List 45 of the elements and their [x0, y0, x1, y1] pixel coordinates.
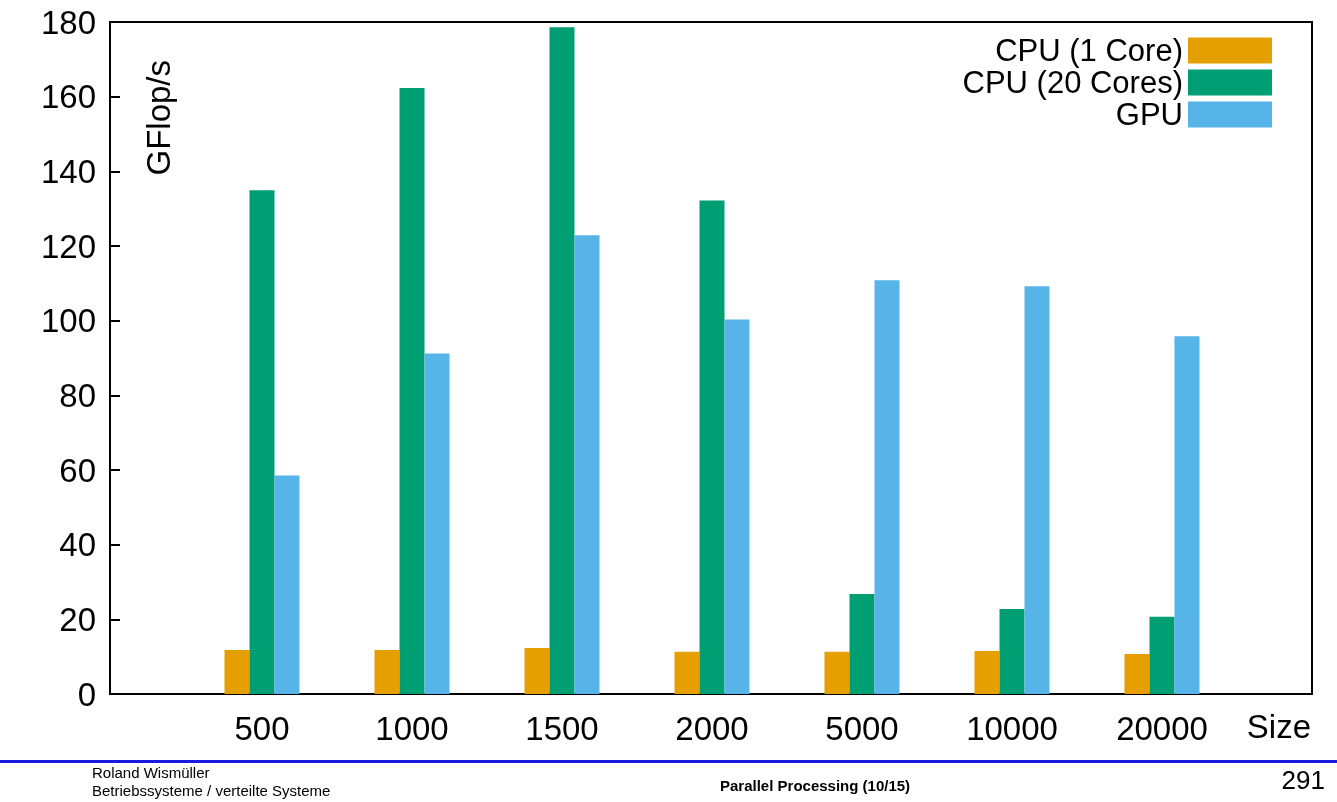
x-tick-label: 500: [234, 710, 290, 747]
bar: [1124, 654, 1150, 694]
x-tick-label: 2000: [675, 710, 749, 747]
bar: [824, 651, 850, 694]
bar: [549, 27, 575, 694]
text: Parallel Processing (10/15): [720, 777, 911, 794]
bar: [874, 280, 900, 694]
y-tick-label: 180: [40, 3, 96, 41]
bar: [274, 475, 300, 694]
y-tick-label: 40: [59, 526, 96, 564]
text: 291: [1281, 765, 1325, 796]
y-tick-label: 140: [40, 152, 96, 190]
bar: [699, 200, 725, 694]
y-tick-label: 0: [77, 675, 96, 713]
bar: [1174, 336, 1200, 694]
y-tick-label: 100: [40, 302, 96, 340]
bar: [974, 651, 1000, 694]
bar: [374, 649, 400, 694]
bar: [249, 190, 275, 694]
y-tick-label: 80: [59, 376, 96, 414]
text: Roland Wismüller: [92, 764, 210, 781]
y-tick-label: 60: [59, 451, 96, 489]
bar: [1024, 286, 1050, 694]
x-tick-label: 1000: [375, 710, 449, 747]
bar: [999, 608, 1025, 694]
y-tick-label: 20: [59, 600, 96, 638]
y-tick-label: 160: [40, 78, 96, 116]
x-axis-title: Size: [1246, 708, 1312, 745]
y-tick-label: 120: [40, 227, 96, 265]
legend-label: CPU (1 Core): [995, 33, 1183, 68]
bar: [674, 651, 700, 694]
x-tick-label: 10000: [966, 710, 1058, 747]
x-tick-label: 20000: [1116, 710, 1208, 747]
bar: [574, 235, 600, 694]
bar: [224, 649, 250, 694]
bar: [1149, 616, 1175, 694]
bar: [524, 648, 550, 694]
bar: [849, 593, 875, 694]
x-tick-label: 5000: [825, 710, 899, 747]
bar: [724, 319, 750, 694]
bar: [424, 353, 450, 694]
text: Betriebssysteme / verteilte Systeme: [92, 782, 331, 799]
bar: [399, 88, 425, 694]
x-tick-label: 1500: [525, 710, 599, 747]
y-axis-title: GFlop/s: [140, 59, 177, 176]
